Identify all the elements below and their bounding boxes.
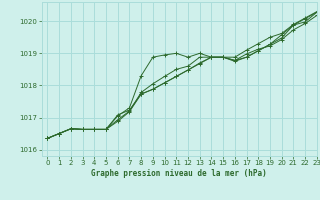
X-axis label: Graphe pression niveau de la mer (hPa): Graphe pression niveau de la mer (hPa): [91, 169, 267, 178]
